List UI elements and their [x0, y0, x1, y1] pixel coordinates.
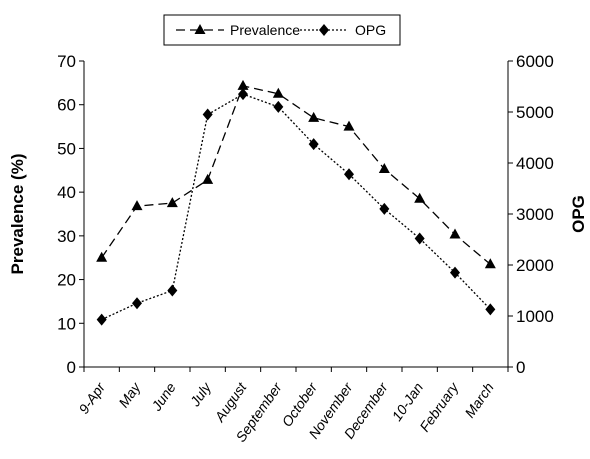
data-point	[132, 297, 142, 310]
data-point	[450, 266, 460, 279]
right-tick-label: 0	[516, 358, 525, 377]
data-point	[202, 108, 213, 121]
data-point	[96, 313, 107, 326]
series-opg	[96, 88, 496, 326]
data-point	[308, 138, 319, 151]
right-tick-label: 6000	[516, 52, 554, 71]
legend-marker	[319, 24, 329, 36]
right-tick-label: 4000	[516, 154, 554, 173]
data-point	[449, 228, 461, 239]
left-tick-label: 10	[57, 314, 76, 333]
left-tick-label: 70	[57, 52, 76, 71]
data-point	[96, 251, 108, 262]
y-right-axis-title: OPG	[569, 195, 588, 233]
data-point	[273, 100, 284, 113]
data-point	[378, 162, 390, 173]
left-tick-label: 50	[57, 139, 76, 158]
legend-box	[163, 14, 401, 46]
axes: 0 10 20 30 40 50 60 70 0 1000 2000 3000 4000 5000 6000…	[8, 52, 588, 445]
series-line	[101, 85, 491, 265]
x-tick-label: 9-Apr	[75, 378, 109, 416]
legend-label: OPG	[355, 22, 386, 38]
right-tick-label: 3000	[516, 205, 554, 224]
data-point	[343, 120, 355, 131]
x-tick-label: 10-Jan	[388, 379, 426, 423]
series-prevalence	[96, 79, 496, 269]
series-layer	[96, 79, 496, 326]
left-tick-label: 30	[57, 227, 76, 246]
legend-marker	[194, 24, 206, 34]
legend: Prevalence OPG	[163, 14, 401, 46]
y-left-axis-title: Prevalence (%)	[8, 154, 27, 275]
left-tick-label: 40	[57, 183, 76, 202]
data-point	[167, 284, 178, 297]
data-point	[484, 258, 496, 269]
data-point	[414, 192, 426, 203]
legend-label: Prevalence	[230, 22, 300, 38]
data-point	[344, 168, 354, 181]
series-line	[101, 93, 491, 321]
data-point	[237, 79, 249, 90]
right-tick-label: 1000	[516, 307, 554, 326]
x-tick-label: June	[148, 379, 179, 414]
right-tick-label: 2000	[516, 256, 554, 275]
data-point	[272, 87, 284, 98]
left-tick-label: 60	[57, 96, 76, 115]
data-point	[166, 197, 178, 208]
data-point	[379, 202, 390, 215]
left-tick-label: 0	[67, 358, 76, 377]
x-tick-label: March	[461, 379, 497, 420]
x-tick-label: May	[115, 379, 144, 411]
right-tick-label: 5000	[516, 103, 554, 122]
data-point	[414, 232, 425, 245]
data-point	[131, 200, 143, 211]
data-point	[485, 303, 496, 316]
left-tick-label: 20	[57, 271, 76, 290]
data-point	[308, 111, 320, 122]
data-point	[238, 88, 248, 101]
data-point	[202, 173, 214, 184]
x-tick-label: July	[186, 379, 215, 410]
